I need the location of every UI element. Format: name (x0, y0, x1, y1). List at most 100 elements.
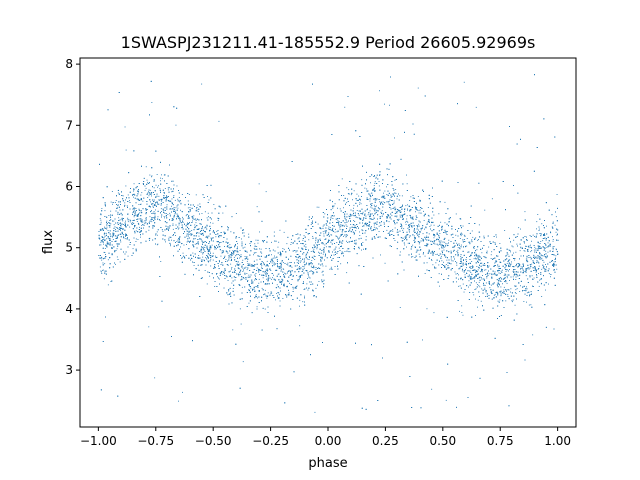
data-point (192, 220, 193, 222)
data-point (457, 244, 458, 246)
data-point (271, 259, 273, 261)
data-point (106, 243, 108, 245)
data-point (155, 184, 157, 186)
data-point (253, 265, 255, 267)
data-point (488, 246, 490, 248)
data-point (413, 235, 415, 237)
data-point (240, 323, 242, 325)
data-point (336, 231, 338, 233)
data-point (534, 236, 535, 237)
data-point (545, 289, 546, 291)
data-point (384, 190, 386, 192)
data-point (290, 244, 292, 245)
data-point (375, 177, 377, 179)
data-point (358, 217, 360, 219)
data-point (164, 217, 165, 219)
data-point (444, 231, 446, 233)
data-point (217, 217, 219, 219)
data-point (227, 280, 229, 281)
data-point (185, 255, 187, 256)
data-point (524, 250, 526, 252)
data-point (272, 257, 274, 259)
data-point (298, 247, 300, 249)
data-point (550, 276, 551, 278)
data-point (457, 247, 459, 249)
data-point (273, 274, 274, 276)
data-point (159, 199, 161, 201)
data-point (177, 207, 179, 209)
data-point (110, 210, 112, 212)
data-point (337, 230, 339, 232)
data-point (478, 285, 480, 287)
data-point (163, 216, 165, 217)
data-point (514, 285, 516, 287)
data-point (309, 281, 310, 283)
data-point (103, 251, 105, 253)
data-point (175, 124, 177, 126)
data-point (383, 221, 385, 223)
data-point (261, 266, 263, 268)
data-point (523, 301, 525, 302)
data-point (488, 265, 490, 267)
data-point (528, 247, 530, 249)
data-point (373, 224, 375, 226)
data-point (169, 225, 171, 227)
data-point (374, 181, 376, 183)
data-point (209, 250, 211, 252)
data-point (163, 174, 165, 176)
data-point (323, 249, 324, 251)
data-point (282, 268, 284, 270)
data-point (125, 199, 126, 201)
data-point (287, 264, 289, 266)
data-point (111, 191, 113, 192)
data-point (178, 224, 180, 226)
data-point (255, 275, 256, 277)
data-point (453, 246, 454, 248)
data-point (253, 254, 254, 256)
data-point (545, 250, 547, 252)
data-point (286, 263, 288, 265)
data-point (175, 235, 176, 236)
data-point (478, 239, 479, 240)
data-point (386, 229, 388, 231)
data-point (337, 207, 338, 209)
data-point (482, 269, 483, 270)
data-point (341, 178, 343, 180)
data-point (322, 225, 324, 227)
data-point (113, 220, 115, 222)
data-point (275, 269, 276, 271)
data-point (266, 260, 268, 262)
data-point (426, 308, 428, 310)
data-point (440, 255, 442, 257)
data-point (474, 269, 476, 271)
data-point (168, 187, 170, 189)
data-point (147, 197, 149, 198)
data-point (314, 247, 316, 248)
data-point (406, 246, 407, 248)
data-point (243, 232, 245, 234)
data-point (160, 208, 162, 210)
data-point (303, 262, 305, 263)
data-point (493, 273, 495, 275)
data-point (106, 220, 108, 222)
data-point (536, 258, 538, 259)
data-point (193, 246, 195, 248)
data-point (535, 256, 537, 258)
data-point (235, 255, 236, 257)
data-point (315, 242, 316, 244)
data-point (122, 195, 124, 197)
data-point (445, 243, 447, 245)
data-point (367, 214, 369, 216)
data-point (263, 294, 264, 296)
data-point (104, 232, 105, 234)
data-point (402, 240, 404, 242)
data-point (274, 240, 275, 242)
data-point (472, 277, 474, 279)
data-point (476, 266, 478, 267)
data-point (545, 246, 547, 248)
data-point (306, 251, 308, 253)
data-point (556, 268, 558, 270)
data-point (179, 201, 180, 203)
data-point (382, 204, 384, 205)
data-point (440, 221, 442, 223)
